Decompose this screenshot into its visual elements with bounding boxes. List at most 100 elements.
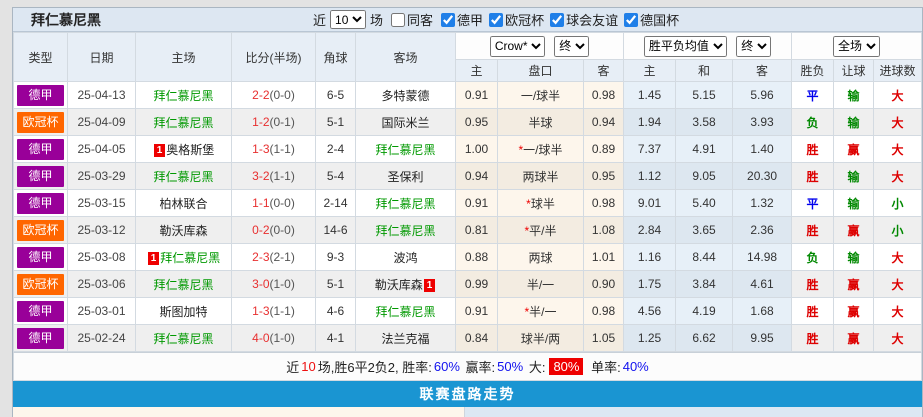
home-team-name[interactable]: 柏林联合 [159,196,208,211]
home-team-cell: 1 拜仁慕尼黑 [135,243,232,271]
summary-big-rate: 80% [549,358,584,375]
handicap-result: 输 [847,250,860,265]
win-draw-loss-result: 胜 [806,331,819,346]
goals-cell: 大 [873,324,923,352]
corners-cell: 9-3 [315,243,356,271]
handicap-cell: 半/一 [497,270,584,298]
league-filter[interactable]: 德甲 [435,10,483,29]
league-filter-checkbox[interactable] [489,12,504,27]
league-filter[interactable]: 球会友谊 [544,10,618,29]
home-team-cell: 拜仁慕尼黑 [135,81,232,109]
next-section-cream-area [13,407,465,417]
table-row: 欧冠杯 25-04-09 拜仁慕尼黑 1-2(0-1) 5-1 国际米兰 0.9… [13,108,923,136]
eu-draw-odds-cell: 3.65 [675,216,734,244]
result-cell: 胜 [791,135,835,163]
away-team-cell: 拜仁慕尼黑 [355,189,456,217]
same-venue-checkbox-label[interactable]: 同客 [385,10,433,29]
ah-home-odds-cell: 0.91 [455,297,498,325]
league-filter-checkbox[interactable] [550,12,565,27]
handicap-result-cell: 输 [833,189,875,217]
win-draw-loss-result: 平 [806,196,819,211]
odds-source-select[interactable]: Crow* [489,35,545,57]
league-type-cell: 德甲 [13,324,68,352]
away-team-name[interactable]: 拜仁慕尼黑 [375,196,436,211]
goals-over-under: 大 [891,169,904,184]
league-badge: 德甲 [17,165,64,187]
league-filter[interactable]: 欧冠杯 [483,10,544,29]
score-cell: 1-1(0-0) [231,189,316,217]
league-type-cell: 德甲 [13,81,68,109]
win-draw-loss-result: 平 [806,88,819,103]
home-team-name[interactable]: 斯图加特 [159,304,208,319]
scope-select[interactable]: 全场 [833,35,881,57]
result-cell: 胜 [791,216,835,244]
ah-home-odds-cell: 0.91 [455,189,498,217]
summary-win-rate: 60% [433,359,460,374]
away-team-name[interactable]: 拜仁慕尼黑 [375,142,436,157]
home-team-name[interactable]: 拜仁慕尼黑 [153,169,214,184]
home-team-name[interactable]: 拜仁慕尼黑 [153,277,214,292]
handicap-text: 球半 [530,196,555,211]
away-team-name[interactable]: 波鸿 [393,250,418,265]
handicap-cell: *半/一 [497,297,584,325]
ah-away-odds-cell: 0.90 [582,270,625,298]
eu-time-select[interactable]: 终 [736,35,772,57]
ah-home-odds-cell: 0.94 [455,162,498,190]
next-section-edge [13,407,922,417]
score-cell: 1-3(1-1) [231,297,316,325]
half-time-score: (1-1) [269,169,295,183]
home-team-name[interactable]: 拜仁慕尼黑 [153,115,214,130]
col-header-eu-away: 客 [732,59,793,82]
eu-draw-odds-cell: 5.40 [675,189,734,217]
half-time-score: (1-0) [269,277,295,291]
same-venue-checkbox[interactable] [391,12,406,27]
full-time-score: 1-3 [252,304,270,318]
league-badge: 德甲 [17,246,64,268]
ah-time-select[interactable]: 终 [554,35,590,57]
home-team-name[interactable]: 拜仁慕尼黑 [153,331,214,346]
full-time-score: 2-3 [252,250,270,264]
home-team-name[interactable]: 奥格斯堡 [166,142,215,157]
handicap-text: 半球 [528,115,553,130]
score-cell: 1-2(0-1) [231,108,316,136]
away-team-name[interactable]: 拜仁慕尼黑 [375,223,436,238]
home-red-card-badge: 1 [147,251,160,265]
handicap-result-cell: 输 [833,108,875,136]
goals-cell: 大 [873,243,923,271]
europe-odds-controls: 胜平负均值 终 [623,32,793,60]
league-filter[interactable]: 德国杯 [618,10,679,29]
league-filter-checkbox[interactable] [441,12,456,27]
handicap-cell: *平/半 [497,216,584,244]
home-team-cell: 柏林联合 [135,189,232,217]
away-team-cell: 多特蒙德 [355,81,456,109]
col-header-goals: 进球数 [873,59,923,82]
corners-cell: 5-4 [315,162,356,190]
home-team-name[interactable]: 勒沃库森 [159,223,208,238]
away-team-name[interactable]: 拜仁慕尼黑 [375,304,436,319]
handicap-result-cell: 赢 [833,270,875,298]
goals-cell: 大 [873,162,923,190]
full-time-score: 3-0 [252,277,270,291]
league-handicap-trend-button[interactable]: 联赛盘路走势 [13,381,922,407]
away-team-name[interactable]: 国际米兰 [381,115,430,130]
eu-home-odds-cell: 1.94 [623,108,677,136]
away-team-name[interactable]: 多特蒙德 [381,88,430,103]
recent-count-select[interactable]: 10 [330,10,367,29]
away-team-name[interactable]: 勒沃库森 [374,277,423,292]
home-team-name[interactable]: 拜仁慕尼黑 [153,88,214,103]
goals-over-under: 大 [891,88,904,103]
goals-cell: 大 [873,135,923,163]
handicap-result-cell: 赢 [833,324,875,352]
away-team-name[interactable]: 法兰克福 [381,331,430,346]
home-team-name[interactable]: 拜仁慕尼黑 [160,250,221,265]
col-header-away: 客场 [355,32,456,82]
win-draw-loss-result: 胜 [806,277,819,292]
half-time-score: (0-1) [269,115,295,129]
league-filter-checkbox[interactable] [624,12,639,27]
away-team-name[interactable]: 圣保利 [387,169,424,184]
away-team-cell: 拜仁慕尼黑 [355,297,456,325]
league-type-cell: 欧冠杯 [13,108,68,136]
eu-home-odds-cell: 1.75 [623,270,677,298]
europe-odds-select[interactable]: 胜平负均值 [643,35,727,57]
team-recent-matches-panel: 拜仁慕尼黑 近 10 场 同客 德甲 欧冠杯 球会友谊 德国杯 [12,7,923,417]
